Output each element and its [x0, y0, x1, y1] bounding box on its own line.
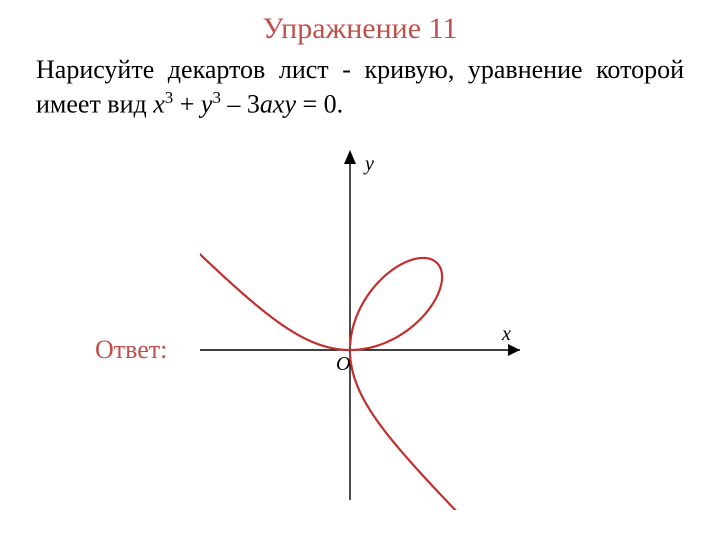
eq-exp2: 3 [212, 88, 220, 107]
x-axis-label: x [501, 323, 511, 345]
origin-label: O [336, 353, 350, 375]
eq-xy: xy [273, 89, 296, 118]
x-axis-arrow [508, 344, 520, 356]
problem-prefix: Нарисуйте декартов лист - кривую, уравне… [36, 55, 684, 118]
eq-y: y [201, 89, 213, 118]
eq-exp1: 3 [165, 88, 173, 107]
folium-graph: y x O [200, 130, 540, 510]
eq-x: x [153, 89, 165, 118]
answer-label: Ответ: [95, 335, 167, 365]
eq-minus: – 3 [221, 89, 260, 118]
exercise-title: Упражнение 11 [0, 12, 720, 46]
y-axis-arrow [344, 150, 356, 164]
problem-statement: Нарисуйте декартов лист - кривую, уравне… [36, 54, 684, 121]
eq-a: a [260, 89, 273, 118]
axes [200, 150, 520, 500]
eq-eq: = 0. [296, 89, 343, 118]
y-axis-label: y [363, 153, 374, 175]
folium-curve [200, 249, 462, 510]
eq-plus: + [173, 89, 201, 118]
